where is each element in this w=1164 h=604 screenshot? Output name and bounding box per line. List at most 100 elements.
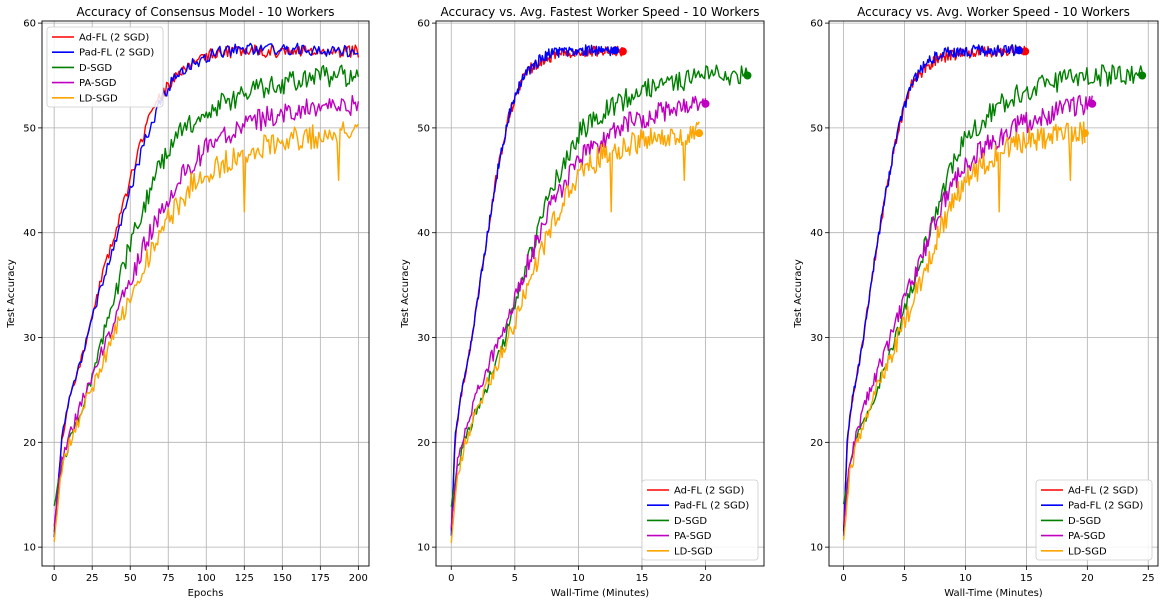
series-end-marker bbox=[611, 46, 620, 55]
series-group bbox=[450, 44, 752, 544]
chart-panel-1: 0 25 50 75 100 125 150 175 200 10 20 30 40 50 60 Accura… bbox=[6, 5, 370, 599]
plot-frame bbox=[41, 20, 370, 567]
series-line-5 bbox=[842, 121, 1086, 541]
x-tick-label: 100 bbox=[197, 573, 216, 584]
y-tick-label: 10 bbox=[810, 543, 823, 554]
x-tick-label: 5 bbox=[901, 573, 907, 584]
plot-frame bbox=[435, 20, 765, 567]
series-end-marker bbox=[695, 129, 704, 138]
legend-label: Pad-FL (2 SGD) bbox=[1068, 501, 1143, 512]
y-tick-label: 40 bbox=[810, 228, 823, 239]
legend-box bbox=[641, 479, 759, 561]
legend-label: LD-SGD bbox=[674, 546, 713, 557]
legend-label: Ad-FL (2 SGD) bbox=[1068, 486, 1138, 497]
y-tick-label: 40 bbox=[417, 228, 430, 239]
x-tick-label: 0 bbox=[448, 573, 454, 584]
x-tick-label: 125 bbox=[235, 573, 254, 584]
x-axis-label: Wall-Time (Minutes) bbox=[551, 588, 650, 599]
x-tick-label: 15 bbox=[1020, 573, 1033, 584]
x-tick-label: 0 bbox=[840, 573, 846, 584]
y-tick-label: 30 bbox=[417, 333, 430, 344]
y-tick-label: 40 bbox=[23, 228, 36, 239]
legend-label: LD-SGD bbox=[1068, 546, 1107, 557]
y-axis-label: Test Accuracy bbox=[400, 259, 411, 329]
series-end-marker bbox=[1138, 71, 1147, 80]
y-tick-label: 60 bbox=[810, 19, 823, 30]
series-group bbox=[842, 44, 1147, 541]
series-line-2 bbox=[53, 42, 359, 538]
legend-label: PA-SGD bbox=[79, 78, 117, 89]
legend-label: LD-SGD bbox=[79, 93, 118, 104]
y-tick-label: 60 bbox=[417, 19, 430, 30]
legend-label: PA-SGD bbox=[674, 531, 712, 542]
chart-panel-3: 0 5 10 15 20 25 10 20 30 40 50 60 Accuracy vs. Avg. … bbox=[793, 5, 1159, 599]
legend-box bbox=[1035, 479, 1153, 561]
chart-panel-2: 0 5 10 15 20 10 20 30 40 50 60 Accuracy vs. Avg. Fa… bbox=[400, 5, 765, 599]
series-line-4 bbox=[842, 94, 1093, 525]
series-line-3 bbox=[53, 64, 360, 506]
legend-label: PA-SGD bbox=[1068, 531, 1106, 542]
chart-title: Accuracy vs. Avg. Fastest Worker Speed -… bbox=[441, 5, 760, 19]
y-tick-label: 20 bbox=[23, 438, 36, 449]
x-tick-label: 20 bbox=[1081, 573, 1094, 584]
legend-label: Pad-FL (2 SGD) bbox=[674, 501, 749, 512]
x-tick-label: 25 bbox=[86, 573, 99, 584]
x-tick-label: 10 bbox=[572, 573, 585, 584]
chart-title: Accuracy of Consensus Model - 10 Workers bbox=[76, 5, 334, 19]
x-axis-label: Epochs bbox=[188, 588, 224, 599]
series-line-5 bbox=[450, 121, 700, 544]
x-tick-label: 5 bbox=[512, 573, 518, 584]
y-tick-label: 50 bbox=[417, 123, 430, 134]
y-tick-label: 20 bbox=[810, 438, 823, 449]
x-tick-label: 10 bbox=[959, 573, 972, 584]
legend-label: Ad-FL (2 SGD) bbox=[674, 486, 744, 497]
series-end-marker bbox=[1021, 47, 1030, 56]
series-line-2 bbox=[842, 44, 1020, 537]
legend-label: Ad-FL (2 SGD) bbox=[79, 33, 149, 44]
legend-box bbox=[46, 26, 164, 108]
y-axis-label: Test Accuracy bbox=[793, 259, 804, 329]
x-tick-label: 150 bbox=[273, 573, 292, 584]
legend-label: Pad-FL (2 SGD) bbox=[79, 48, 154, 59]
series-line-3 bbox=[842, 64, 1143, 505]
x-tick-label: 75 bbox=[162, 573, 175, 584]
series-line-3 bbox=[450, 64, 749, 507]
x-tick-label: 175 bbox=[311, 573, 330, 584]
series-end-marker bbox=[1080, 129, 1089, 138]
y-tick-label: 10 bbox=[417, 543, 430, 554]
x-tick-label: 20 bbox=[699, 573, 712, 584]
series-end-marker bbox=[618, 47, 627, 56]
y-tick-label: 50 bbox=[810, 123, 823, 134]
legend: Ad-FL (2 SGD) Pad-FL (2 SGD) D-SGD PA-SGD LD… bbox=[641, 479, 759, 561]
legend-label: D-SGD bbox=[79, 63, 112, 74]
y-tick-label: 50 bbox=[23, 123, 36, 134]
plot-frame bbox=[828, 20, 1159, 567]
chart-title: Accuracy vs. Avg. Worker Speed - 10 Work… bbox=[857, 5, 1130, 19]
series-end-marker bbox=[1015, 46, 1024, 55]
y-axis-label: Test Accuracy bbox=[6, 259, 17, 329]
series-line-4 bbox=[450, 95, 707, 528]
series-end-marker bbox=[701, 99, 710, 108]
y-tick-label: 60 bbox=[23, 19, 36, 30]
y-tick-label: 10 bbox=[23, 543, 36, 554]
series-line-4 bbox=[53, 94, 360, 527]
x-tick-label: 15 bbox=[636, 573, 649, 584]
series-end-marker bbox=[743, 71, 752, 80]
y-tick-label: 20 bbox=[417, 438, 430, 449]
legend: Ad-FL (2 SGD) Pad-FL (2 SGD) D-SGD PA-SGD LD… bbox=[1035, 479, 1153, 561]
legend: Ad-FL (2 SGD) Pad-FL (2 SGD) D-SGD PA-SGD LD… bbox=[46, 26, 164, 108]
series-line-2 bbox=[450, 44, 616, 536]
y-tick-label: 30 bbox=[810, 333, 823, 344]
legend-label: D-SGD bbox=[1068, 516, 1101, 527]
y-tick-label: 30 bbox=[23, 333, 36, 344]
x-tick-label: 200 bbox=[349, 573, 368, 584]
x-axis-label: Wall-Time (Minutes) bbox=[944, 588, 1043, 599]
legend-label: D-SGD bbox=[674, 516, 707, 527]
x-tick-label: 0 bbox=[51, 573, 57, 584]
x-tick-label: 25 bbox=[1142, 573, 1155, 584]
x-tick-label: 50 bbox=[124, 573, 137, 584]
series-line-5 bbox=[53, 121, 359, 543]
series-group bbox=[53, 42, 360, 543]
series-end-marker bbox=[1088, 99, 1097, 108]
